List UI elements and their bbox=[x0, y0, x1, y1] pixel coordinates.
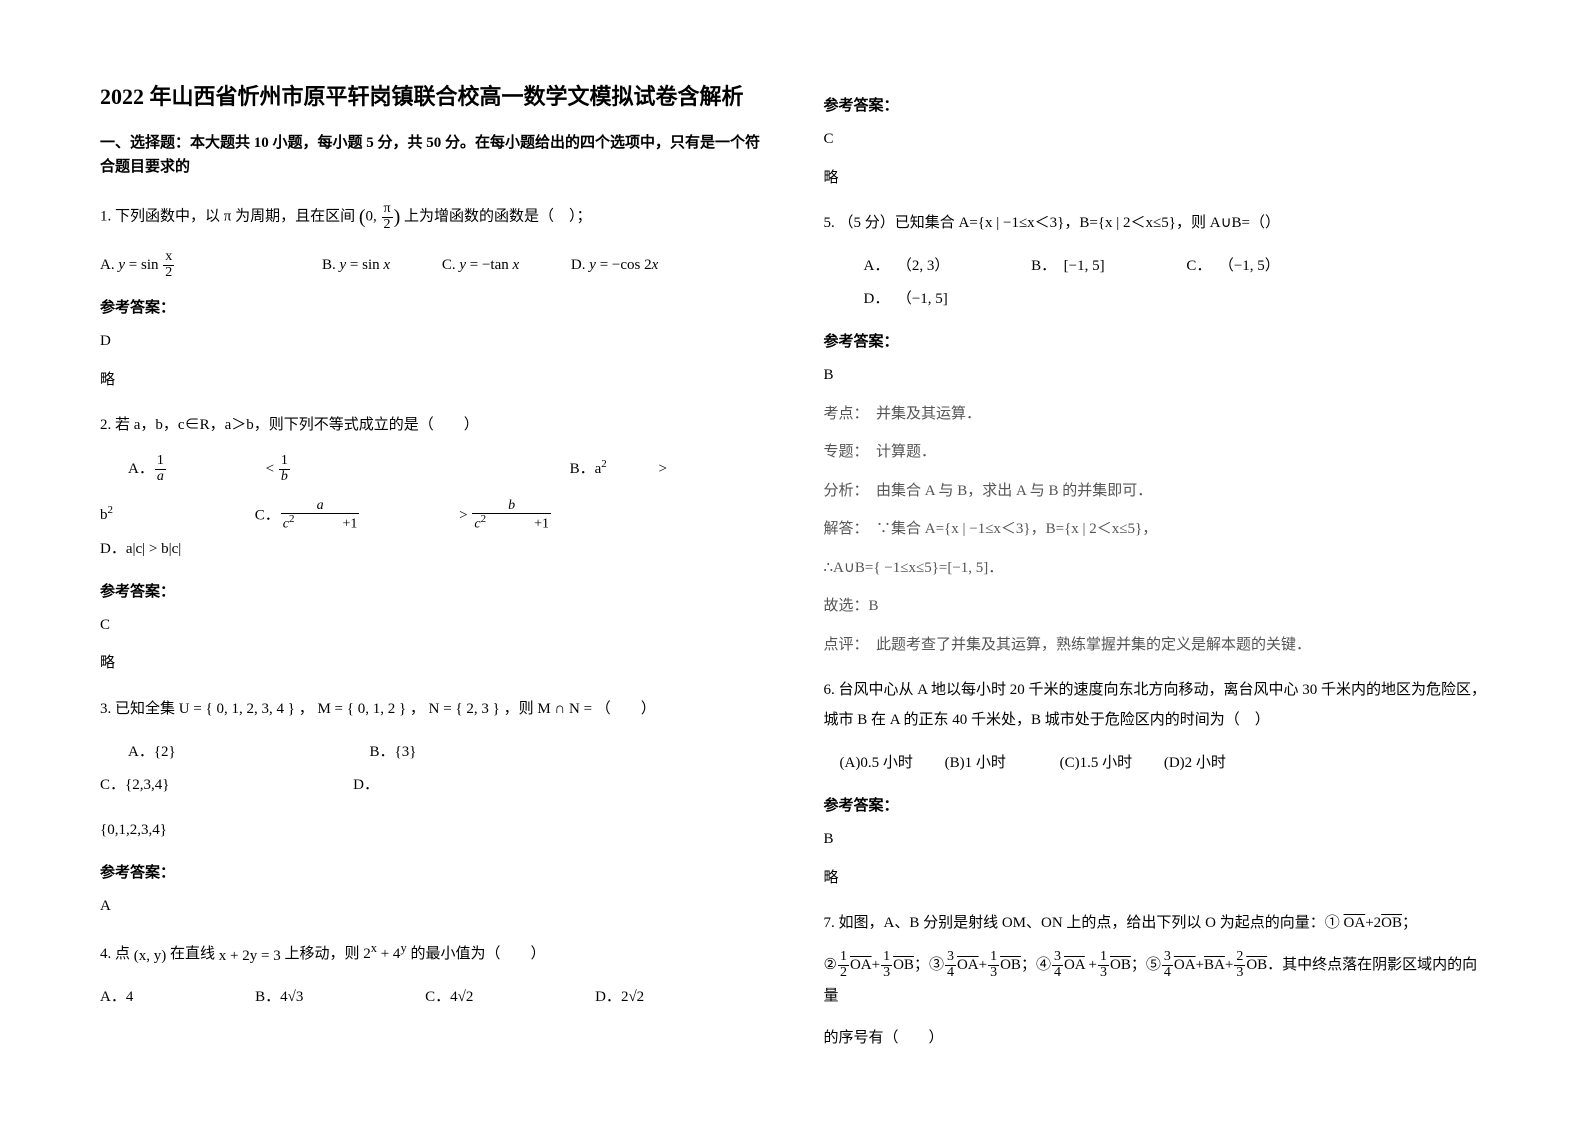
q7-sep45: ；⑤ bbox=[1131, 957, 1161, 973]
q3-opt-d-value: {0,1,2,3,4} bbox=[100, 814, 764, 847]
q3-opt-b: B．{3} bbox=[370, 736, 477, 769]
q5-opt-d: D． （−1, 5] bbox=[864, 283, 996, 316]
q1-stem-b: 上为增函数的函数是（ ）； bbox=[404, 208, 592, 224]
q4-ans: C bbox=[824, 125, 1488, 154]
q1-ans-label: 参考答案： bbox=[100, 296, 764, 317]
q5-opt-a: A． （2, 3） bbox=[864, 250, 998, 283]
q7-row1: 7. 如图，A、B 分别是射线 OM、ON 上的点，给出下列以 O 为起点的向量… bbox=[824, 908, 1488, 938]
q4-opt-c: C．4√2 bbox=[425, 981, 521, 1014]
q3-opts-row1: A．{2} B．{3} C．{2,3,4} D． bbox=[100, 736, 764, 802]
q5-line-0: 考点： 并集及其运算． bbox=[824, 400, 1488, 429]
q5-line-6: 点评： 此题考查了并集及其运算，熟练掌握并集的定义是解本题的关键． bbox=[824, 631, 1488, 660]
q2-opts-row1: A．1a < 1b B．a2 > bbox=[100, 452, 764, 486]
q1-note: 略 bbox=[100, 366, 764, 395]
q5-line-1: 专题： 计算题． bbox=[824, 438, 1488, 467]
q7-sep34: ；④ bbox=[1021, 957, 1051, 973]
q7-row2: ②12OA+13OB；③34OA+13OB；④34OA +13OB；⑤34OA+… bbox=[824, 950, 1488, 1011]
q5-opt-c: C． （−1, 5） bbox=[1186, 250, 1327, 283]
q2-opt-c: C．ac2+1 > bc2+1 bbox=[255, 499, 647, 533]
q5-ans-label: 参考答案： bbox=[824, 330, 1488, 351]
q5-line-4: ∴A∪B={ −1≤x≤5}=[−1, 5]． bbox=[824, 554, 1488, 583]
q1-opt-a: A. y = sin x2 bbox=[100, 249, 270, 282]
q1-opt-c: C. y = −tan x bbox=[442, 249, 519, 282]
q4-opt-a: A．4 bbox=[100, 981, 181, 1014]
q6-ans: B bbox=[824, 825, 1488, 854]
q4-ans-label: 参考答案： bbox=[824, 94, 1488, 115]
q2-opt-b: B．a2 > bbox=[570, 452, 667, 486]
q6-stem: 6. 台风中心从 A 地以每小时 20 千米的速度向东北方向移动，离台风中心 3… bbox=[824, 675, 1488, 735]
q7-stem-b: ； bbox=[1402, 915, 1417, 931]
q4-opt-b: B．4√3 bbox=[255, 981, 351, 1014]
q4-opt-d: D．2√2 bbox=[595, 981, 692, 1014]
paren-close: ) bbox=[394, 206, 401, 228]
q6-ans-label: 参考答案： bbox=[824, 794, 1488, 815]
paren-open: ( bbox=[359, 206, 366, 228]
q2-ans: C bbox=[100, 611, 764, 640]
q7-v1: OA+2OB bbox=[1344, 915, 1402, 931]
q5-line-3: 解答： ∵集合 A={x | −1≤x＜3}，B={x | 2＜x≤5}， bbox=[824, 515, 1488, 544]
q6-opts: (A)0.5 小时 (B)1 小时 (C)1.5 小时 (D)2 小时 bbox=[824, 747, 1488, 780]
q6-opt-a: (A)0.5 小时 bbox=[840, 747, 913, 780]
left-column: 2022 年山西省忻州市原平轩岗镇联合校高一数学文模拟试卷含解析 一、选择题：本… bbox=[100, 80, 764, 1065]
q6-opt-b: (B)1 小时 bbox=[945, 747, 1006, 780]
q7-row3: 的序号有（ ） bbox=[824, 1023, 1488, 1053]
q2-b-cont: b2 bbox=[100, 498, 161, 532]
pi-over-2: π2 bbox=[382, 202, 393, 232]
q7-stem-a: 7. 如图，A、B 分别是射线 OM、ON 上的点，给出下列以 O 为起点的向量… bbox=[824, 915, 1340, 931]
q2-ans-label: 参考答案： bbox=[100, 580, 764, 601]
q5-line-2: 分析： 由集合 A 与 B，求出 A 与 B 的并集即可． bbox=[824, 477, 1488, 506]
q1-stem: 1. 下列函数中，以 π 为周期，且在区间 (0, π2) 上为增函数的函数是（… bbox=[100, 197, 764, 237]
q2-stem: 2. 若 a，b，c∈R，a＞b，则下列不等式成立的是（ ） bbox=[100, 410, 764, 440]
q3-opt-c: C．{2,3,4} bbox=[100, 769, 229, 802]
q5-opts: A． （2, 3） B． [−1, 5] C． （−1, 5） D． （−1, … bbox=[824, 250, 1488, 316]
q3-ans: A bbox=[100, 892, 764, 921]
right-column: 参考答案： C 略 5. （5 分）已知集合 A={x | −1≤x＜3}，B=… bbox=[824, 80, 1488, 1065]
exam-title: 2022 年山西省忻州市原平轩岗镇联合校高一数学文模拟试卷含解析 bbox=[100, 80, 764, 113]
q7-prefix-2: ② bbox=[824, 957, 837, 973]
q5-stem: 5. （5 分）已知集合 A={x | −1≤x＜3}，B={x | 2＜x≤5… bbox=[824, 208, 1488, 238]
q2-note: 略 bbox=[100, 649, 764, 678]
q3-ans-label: 参考答案： bbox=[100, 861, 764, 882]
q1-opts: A. y = sin x2 B. y = sin x C. y = −tan x… bbox=[100, 249, 764, 282]
q2-opt-a: A．1a < 1b bbox=[128, 453, 386, 486]
q1-opt-b: B. y = sin x bbox=[322, 249, 390, 282]
q1-interval-0: 0, bbox=[366, 208, 381, 224]
section-1-head: 一、选择题：本大题共 10 小题，每小题 5 分，共 50 分。在每小题给出的四… bbox=[100, 131, 764, 179]
q5-opt-b: B． [−1, 5] bbox=[1031, 250, 1152, 283]
q5-ans: B bbox=[824, 361, 1488, 390]
q2-opt-d: D．a|c| > b|c| bbox=[100, 533, 181, 566]
q1-ans: D bbox=[100, 327, 764, 356]
q4-opts: A．4 B．4√3 C．4√2 D．2√2 bbox=[100, 981, 764, 1014]
q1-stem-a: 1. 下列函数中，以 π 为周期，且在区间 bbox=[100, 208, 355, 224]
q3-opt-d-label: D． bbox=[353, 769, 379, 802]
q3-stem: 3. 已知全集 U = { 0, 1, 2, 3, 4 } ， M = { 0,… bbox=[100, 694, 764, 724]
q6-opt-d: (D)2 小时 bbox=[1164, 747, 1226, 780]
q5-line-5: 故选：B bbox=[824, 592, 1488, 621]
q2-opts-row2: b2 C．ac2+1 > bc2+1 D．a|c| > b|c| bbox=[100, 498, 764, 566]
q6-note: 略 bbox=[824, 864, 1488, 893]
q6-opt-c: (C)1.5 小时 bbox=[1060, 747, 1133, 780]
q4-stem: 4. 点 (x, y) 在直线 x + 2y = 3 上移动，则 2x + 4y… bbox=[100, 936, 764, 969]
q3-opt-a: A．{2} bbox=[128, 736, 236, 769]
q7-sep23: ；③ bbox=[914, 957, 944, 973]
q4-note: 略 bbox=[824, 164, 1488, 193]
q1-opt-d: D. y = −cos 2x bbox=[571, 249, 658, 282]
